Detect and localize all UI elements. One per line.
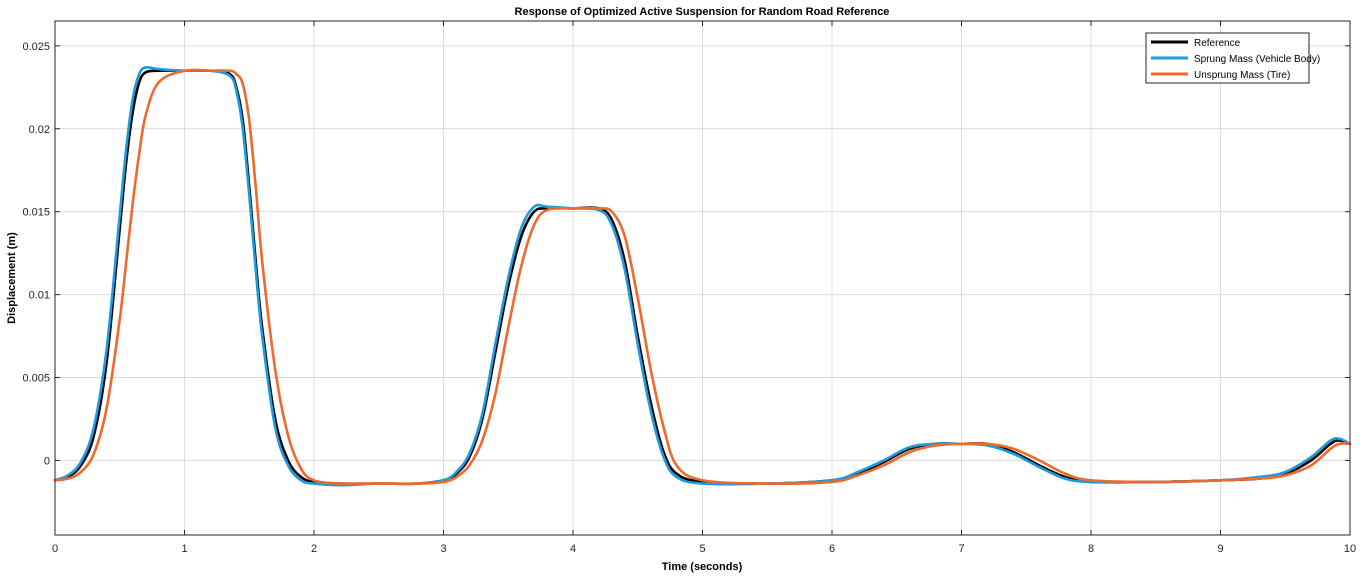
x-tick-label: 4 (570, 543, 576, 555)
legend-label-sprung-mass: Sprung Mass (Vehicle Body) (1194, 54, 1320, 65)
y-axis-label: Displacement (m) (6, 232, 18, 324)
x-tick-label: 2 (311, 543, 317, 555)
x-axis-label: Time (seconds) (662, 561, 743, 573)
x-tick-label: 3 (440, 543, 446, 555)
legend-label-unsprung-mass: Unsprung Mass (Tire) (1194, 70, 1290, 81)
y-tick-label: 0.01 (29, 290, 50, 302)
x-tick-label: 10 (1344, 543, 1356, 555)
y-tick-label: 0 (44, 455, 50, 467)
legend-label-reference: Reference (1194, 38, 1241, 49)
x-tick-label: 9 (1217, 543, 1223, 555)
grid (54, 21, 1351, 535)
y-tick-label: 0.025 (22, 41, 50, 53)
x-tick-label: 1 (181, 543, 187, 555)
legend: Reference Sprung Mass (Vehicle Body) Uns… (1145, 32, 1320, 84)
x-tick-label: 5 (699, 543, 705, 555)
series-line-sprung-mass (53, 65, 1352, 487)
chart-title: Response of Optimized Active Suspension … (515, 6, 890, 18)
series-line-reference (53, 69, 1352, 486)
y-tick-label: 0.02 (29, 124, 50, 136)
y-tick-label: 0.015 (22, 207, 50, 219)
x-tick-label: 0 (52, 543, 58, 555)
series-lines (53, 65, 1352, 487)
x-axis: 0 1 2 3 4 5 6 7 8 9 10 (52, 21, 1356, 555)
x-tick-label: 6 (829, 543, 835, 555)
x-tick-label: 8 (1088, 543, 1094, 555)
x-tick-label: 7 (958, 543, 964, 555)
y-axis: 0 0.005 0.01 0.015 0.02 0.025 (22, 41, 1350, 467)
series-line-unsprung-mass (53, 68, 1352, 486)
y-tick-label: 0.005 (22, 372, 50, 384)
